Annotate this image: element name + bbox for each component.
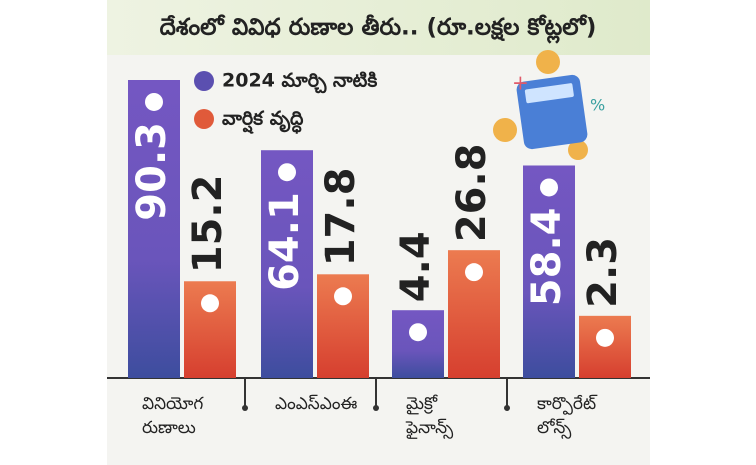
chart-title: దేశంలో వివిధ రుణాల తీరు.. (రూ.లక్షల కోట్… [160, 14, 597, 45]
separator-dot [373, 405, 379, 411]
title-band [107, 0, 650, 55]
category-label: ఎంఎస్ఎంఈ [275, 394, 358, 414]
bar-dot [201, 294, 219, 313]
value-label: 15.2 [185, 175, 231, 274]
bar [523, 165, 575, 378]
value-label: 58.4 [524, 207, 570, 306]
legend-label: 2024 మార్చి నాటికి [222, 70, 377, 94]
separator-dot [504, 405, 510, 411]
calculator-icon: + % [493, 50, 605, 160]
bar-dot [596, 328, 614, 347]
value-label: 64.1 [262, 192, 308, 291]
category-label: మైక్రో ఫైనాన్స్ [406, 394, 454, 438]
bar-dot [334, 287, 352, 306]
bar-dot [540, 178, 558, 197]
value-label: 2.3 [580, 237, 626, 308]
bar-dot [465, 263, 483, 282]
svg-text:%: % [590, 96, 605, 115]
bar-dot [409, 323, 427, 342]
value-label: 4.4 [393, 231, 439, 302]
value-label: 26.8 [449, 143, 495, 242]
bar [392, 310, 444, 378]
separator-dot [242, 405, 248, 411]
bar-dot [278, 163, 296, 182]
bar [261, 150, 313, 378]
legend-swatch [194, 71, 214, 91]
value-label: 90.3 [129, 122, 175, 221]
svg-text:+: + [512, 71, 529, 95]
category-label: వినియోగ రుణాలు [142, 394, 204, 438]
value-label: 17.8 [318, 168, 364, 267]
bar [128, 79, 180, 378]
category-label: కార్పొరేట్ లోన్స్ [537, 394, 597, 438]
bar [579, 315, 631, 378]
legend-swatch [194, 109, 214, 129]
bar-dot [145, 92, 163, 111]
